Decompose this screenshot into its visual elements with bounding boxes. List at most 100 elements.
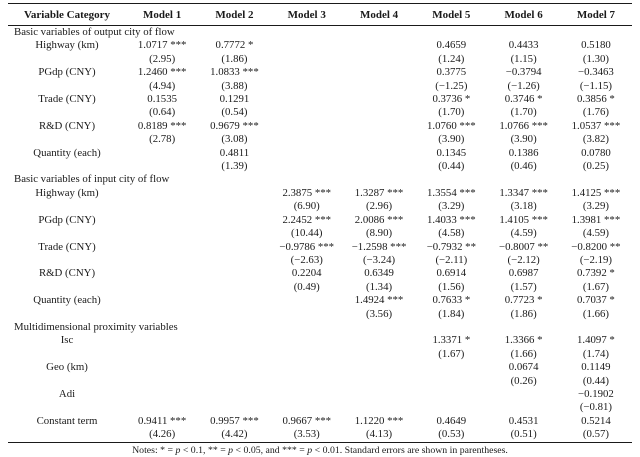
coefficient-cell: 0.7037 * — [577, 294, 615, 307]
tstat-cell: (3.53) — [293, 428, 320, 441]
tstat-cell: (0.51) — [510, 428, 537, 441]
variable-label: Trade (CNY) — [38, 93, 96, 106]
tstat-row: (4.26) (4.42) (3.53) (4.13) (0.53) (0.51) (0.5… — [8, 428, 632, 442]
notes-text: < 0.1, ** = — [180, 444, 229, 456]
variable-label: PGdp (CNY) — [38, 213, 96, 226]
coefficient-cell: 0.8189 *** — [137, 119, 187, 132]
variable-label: R&D (CNY) — [38, 119, 96, 132]
coefficient-cell — [126, 361, 198, 374]
tstat-cell: (1.39) — [221, 160, 248, 173]
tstat-cell: (1.70) — [438, 106, 465, 119]
tstat-cell — [271, 133, 343, 146]
tstat-cell: (10.44) — [291, 227, 323, 240]
tstat-row: (−0.81) — [8, 401, 632, 414]
coefficient-cell: 1.4125 *** — [571, 186, 621, 199]
tstat-cell: (0.44) — [582, 374, 609, 387]
notes-italic-text: p — [307, 444, 313, 456]
coefficient-cell — [271, 147, 343, 160]
coefficient-cell: 1.3981 *** — [571, 213, 621, 226]
coef-row: R&D (CNY) 0.2204 0.6349 0.6914 0.6987 0.7392 … — [8, 267, 632, 280]
variable-label: R&D (CNY) — [38, 267, 96, 280]
tstat-row: (0.64) (0.54) (1.70) (1.70) (1.76) — [8, 106, 632, 119]
coefficient-cell — [271, 39, 343, 52]
coefficient-cell — [415, 361, 487, 374]
coefficient-cell: 0.3736 * — [432, 93, 471, 106]
tstat-cell — [487, 401, 559, 414]
section-header-row: Basic variables of input city of flow — [8, 173, 632, 186]
coefficient-cell: 1.0537 *** — [571, 119, 621, 132]
coefficient-cell: 1.1220 *** — [354, 414, 404, 427]
coefficient-cell — [126, 334, 198, 347]
coef-row: Quantity (each) 1.4924 *** 0.7633 * 0.7723 … — [8, 294, 632, 307]
tstat-cell: (1.76) — [582, 106, 609, 119]
coefficient-cell: 1.0717 *** — [137, 39, 187, 52]
variable-label: Constant term — [36, 414, 98, 427]
tstat-cell: (−1.26) — [507, 79, 540, 92]
tstat-cell: (1.30) — [582, 52, 609, 65]
coefficient-cell: 0.6987 — [508, 267, 539, 280]
coef-row: R&D (CNY) 0.8189 *** 0.9679 *** 1.0760 *** 1… — [8, 120, 632, 133]
coefficient-cell: 1.0766 *** — [499, 119, 548, 132]
coefficient-cell — [271, 334, 343, 347]
tstat-cell: (1.66) — [582, 307, 609, 320]
coefficient-cell — [198, 388, 270, 401]
tstat-cell: (−1.25) — [435, 79, 468, 92]
tstat-cell: (4.94) — [149, 79, 176, 92]
coefficient-cell: 0.7633 * — [432, 294, 471, 307]
coefficient-cell — [415, 388, 487, 401]
tstat-row: (1.67) (1.66) (1.74) — [8, 348, 632, 361]
coefficient-cell — [271, 66, 343, 79]
section-header: Basic variables of input city of flow — [14, 173, 170, 186]
coefficient-cell: −1.2598 *** — [351, 240, 407, 253]
coef-row: Quantity (each) 0.4811 0.1345 0.1386 0.0780 — [8, 147, 632, 160]
tstat-cell: (1.57) — [510, 280, 537, 293]
tstat-cell: (1.56) — [438, 280, 465, 293]
tstat-cell: (1.86) — [221, 52, 248, 65]
coefficient-cell: 0.5180 — [581, 39, 611, 52]
coefficient-cell — [126, 294, 198, 307]
variable-label: Highway (km) — [35, 39, 99, 52]
notes-italic-text: p — [228, 444, 234, 456]
tstat-cell — [126, 281, 198, 294]
tstat-cell — [271, 375, 343, 388]
coefficient-cell — [126, 267, 198, 280]
tstat-cell — [198, 375, 270, 388]
tstat-cell — [271, 308, 343, 321]
coefficient-cell: 0.4433 — [508, 39, 539, 52]
coef-row: Trade (CNY) −0.9786 *** −1.2598 *** −0.7932… — [8, 241, 632, 254]
coefficient-cell — [271, 294, 343, 307]
coefficient-cell — [126, 241, 198, 254]
section-header: Multidimensional proximity variables — [14, 320, 178, 333]
coefficient-cell: 0.0674 — [508, 361, 539, 374]
coefficient-cell — [343, 388, 415, 401]
tstat-cell — [271, 106, 343, 119]
tstat-row: (4.94) (3.88) (−1.25) (−1.26) (−1.15) — [8, 80, 632, 93]
coefficient-cell: −0.7932 ** — [426, 240, 476, 253]
tstat-cell: (−2.19) — [579, 253, 613, 266]
tstat-cell: (0.44) — [438, 160, 465, 173]
tstat-cell: (1.74) — [582, 347, 609, 360]
coefficient-cell: 0.9679 *** — [210, 119, 259, 132]
coefficient-cell: 1.3366 * — [504, 334, 543, 347]
tstat-cell — [343, 375, 415, 388]
tstat-cell: (4.58) — [438, 227, 465, 240]
section-header-row: Multidimensional proximity variables — [8, 321, 632, 334]
coefficient-cell: 0.3746 * — [504, 93, 543, 106]
coefficient-cell: −0.1902 — [578, 387, 614, 400]
tstat-cell — [198, 348, 270, 361]
tstat-cell — [198, 281, 270, 294]
notes-italic-text: p — [175, 444, 181, 456]
table-body: Basic variables of output city of flow Hi… — [8, 26, 632, 443]
coefficient-cell: 1.4105 *** — [499, 213, 548, 226]
tstat-cell: (−2.12) — [507, 253, 540, 266]
coefficient-cell: 1.4097 * — [577, 334, 615, 347]
tstat-cell — [271, 160, 343, 173]
tstat-cell: (8.90) — [365, 227, 393, 240]
tstat-row: (2.95) (1.86) (1.24) (1.15) (1.30) — [8, 53, 632, 66]
coefficient-cell: −0.9786 *** — [279, 240, 335, 253]
coefficient-cell: 0.9667 *** — [282, 414, 332, 427]
tstat-cell: (6.90) — [293, 200, 320, 213]
coefficient-cell — [271, 120, 343, 133]
tstat-cell — [271, 401, 343, 414]
col-header-model-5: Model 5 — [415, 3, 488, 26]
